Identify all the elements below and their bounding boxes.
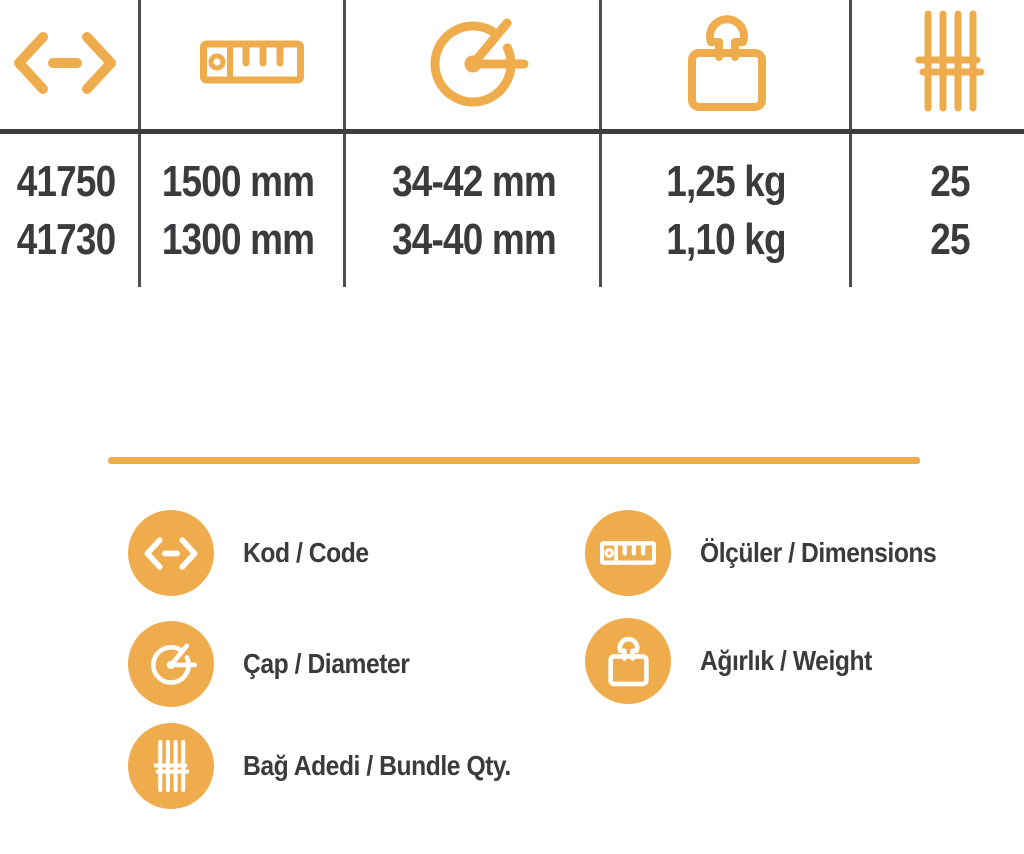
weight-icon xyxy=(585,618,671,704)
legend-item-dimensions: Ölçüler / Dimensions xyxy=(585,510,969,596)
table-cell-diameter: 34-42 mm xyxy=(392,157,557,206)
table-cell-dimensions: 1500 mm xyxy=(161,157,315,206)
column-divider xyxy=(138,0,141,287)
legend-divider-rule xyxy=(108,457,920,464)
column-divider xyxy=(599,0,602,287)
legend-label: Ölçüler / Dimensions xyxy=(700,537,937,568)
header-underline xyxy=(0,129,1024,134)
table-cell-weight: 1,25 kg xyxy=(666,157,786,206)
code-arrow-icon xyxy=(13,27,117,99)
legend-label: Çap / Diameter xyxy=(243,648,410,679)
legend-item-weight: Ağırlık / Weight xyxy=(585,618,895,704)
ruler-icon xyxy=(200,40,304,84)
table-cell-diameter: 34-40 mm xyxy=(392,215,557,264)
column-divider xyxy=(343,0,346,287)
ruler-icon xyxy=(585,510,671,596)
legend-label: Bağ Adedi / Bundle Qty. xyxy=(243,750,511,781)
table-cell-code: 41750 xyxy=(16,157,116,206)
diameter-icon xyxy=(417,6,529,118)
legend-item-bundle: Bağ Adedi / Bundle Qty. xyxy=(128,723,547,809)
column-divider xyxy=(849,0,852,287)
weight-icon xyxy=(687,11,767,113)
bundle-icon xyxy=(914,8,986,114)
code-arrow-icon xyxy=(128,510,214,596)
legend-label: Ağırlık / Weight xyxy=(700,645,872,676)
bundle-icon xyxy=(128,723,214,809)
legend-label: Kod / Code xyxy=(243,537,369,568)
diameter-icon xyxy=(128,621,214,707)
spec-table: 41750 1500 mm 34-42 mm 1,25 kg 25 41730 … xyxy=(0,0,1024,300)
legend-item-code: Kod / Code xyxy=(128,510,386,596)
table-cell-code: 41730 xyxy=(16,215,116,264)
table-cell-bundle: 25 xyxy=(930,157,970,206)
table-cell-bundle: 25 xyxy=(930,215,970,264)
table-cell-dimensions: 1300 mm xyxy=(161,215,315,264)
legend-item-diameter: Çap / Diameter xyxy=(128,621,432,707)
table-cell-weight: 1,10 kg xyxy=(666,215,786,264)
